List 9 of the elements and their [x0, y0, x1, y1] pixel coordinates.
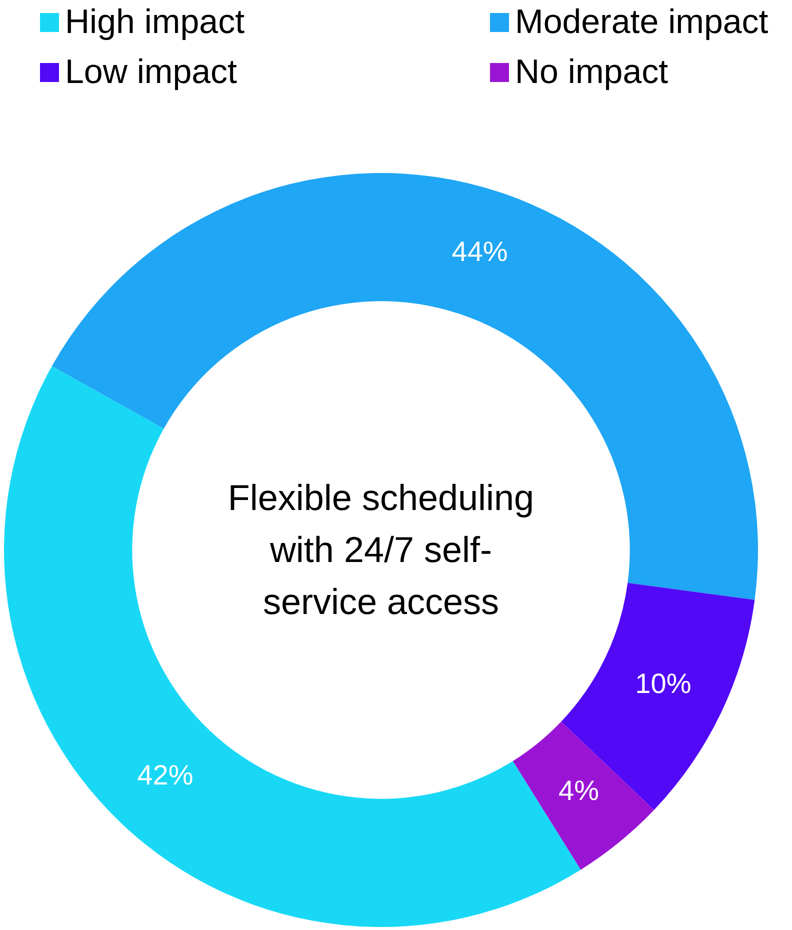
legend-label: High impact: [65, 2, 245, 42]
data-label: 44%: [452, 236, 508, 267]
data-label: 10%: [635, 668, 692, 699]
data-label: 4%: [558, 775, 600, 806]
legend-label: Low impact: [65, 52, 237, 92]
legend-label: Moderate impact: [515, 2, 768, 42]
data-label: 42%: [137, 759, 194, 790]
text: Flexible scheduling with 24/7 self-service access: [226, 476, 536, 624]
legend-label: No impact: [515, 52, 668, 92]
